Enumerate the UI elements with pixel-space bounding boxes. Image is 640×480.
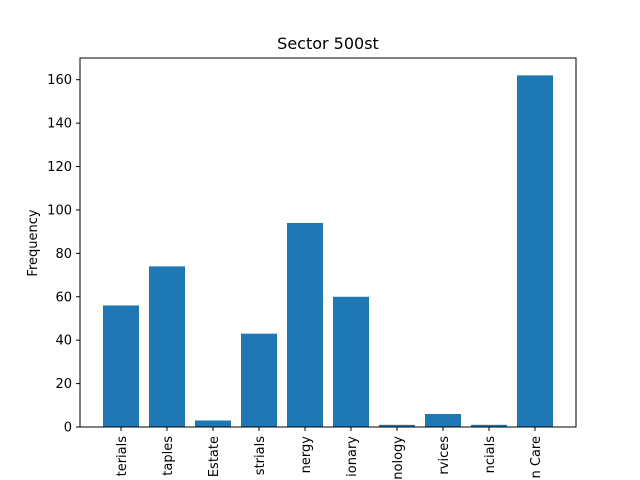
y-tick-label-8: 160	[47, 73, 72, 88]
y-tick-label-6: 120	[47, 160, 72, 175]
y-tick-label-1: 20	[55, 377, 72, 392]
x-tick-label-1: taples	[161, 436, 176, 476]
y-tick-label-3: 60	[55, 290, 72, 305]
y-axis: 0 20 40 60 80 100 120 140 160	[47, 73, 80, 436]
bar-5	[333, 296, 369, 427]
x-tick-label-0: terials	[115, 436, 130, 477]
x-tick-label-4: nergy	[299, 436, 314, 474]
x-axis: terials taples Estate strials nergy ionary nol…	[115, 427, 544, 480]
chart-title: Sector 500st	[277, 34, 379, 53]
bar-2	[195, 420, 231, 427]
bar-9	[517, 75, 553, 427]
x-tick-label-8: ncials	[483, 436, 498, 474]
x-tick-label-5: ionary	[345, 436, 360, 477]
y-tick-label-5: 100	[47, 203, 72, 218]
x-tick-label-9: n Care	[529, 436, 544, 478]
bar-8	[471, 424, 507, 427]
y-axis-label: Frequency	[26, 209, 41, 276]
bar-0	[103, 305, 139, 427]
x-tick-label-7: rvices	[437, 436, 452, 475]
plot-frame	[79, 57, 577, 428]
bar-3	[241, 333, 277, 427]
bar-7	[425, 413, 461, 427]
bars-group	[103, 75, 553, 427]
bar-6	[379, 424, 415, 427]
y-tick-label-4: 80	[55, 247, 72, 262]
y-tick-label-2: 40	[55, 334, 72, 349]
x-tick-label-6: nology	[391, 436, 406, 480]
x-tick-label-3: strials	[253, 436, 268, 475]
bar-4	[287, 222, 323, 427]
x-tick-label-2: Estate	[207, 436, 222, 477]
bar-1	[149, 266, 185, 427]
y-tick-label-0: 0	[64, 421, 72, 436]
y-tick-label-7: 140	[47, 117, 72, 132]
